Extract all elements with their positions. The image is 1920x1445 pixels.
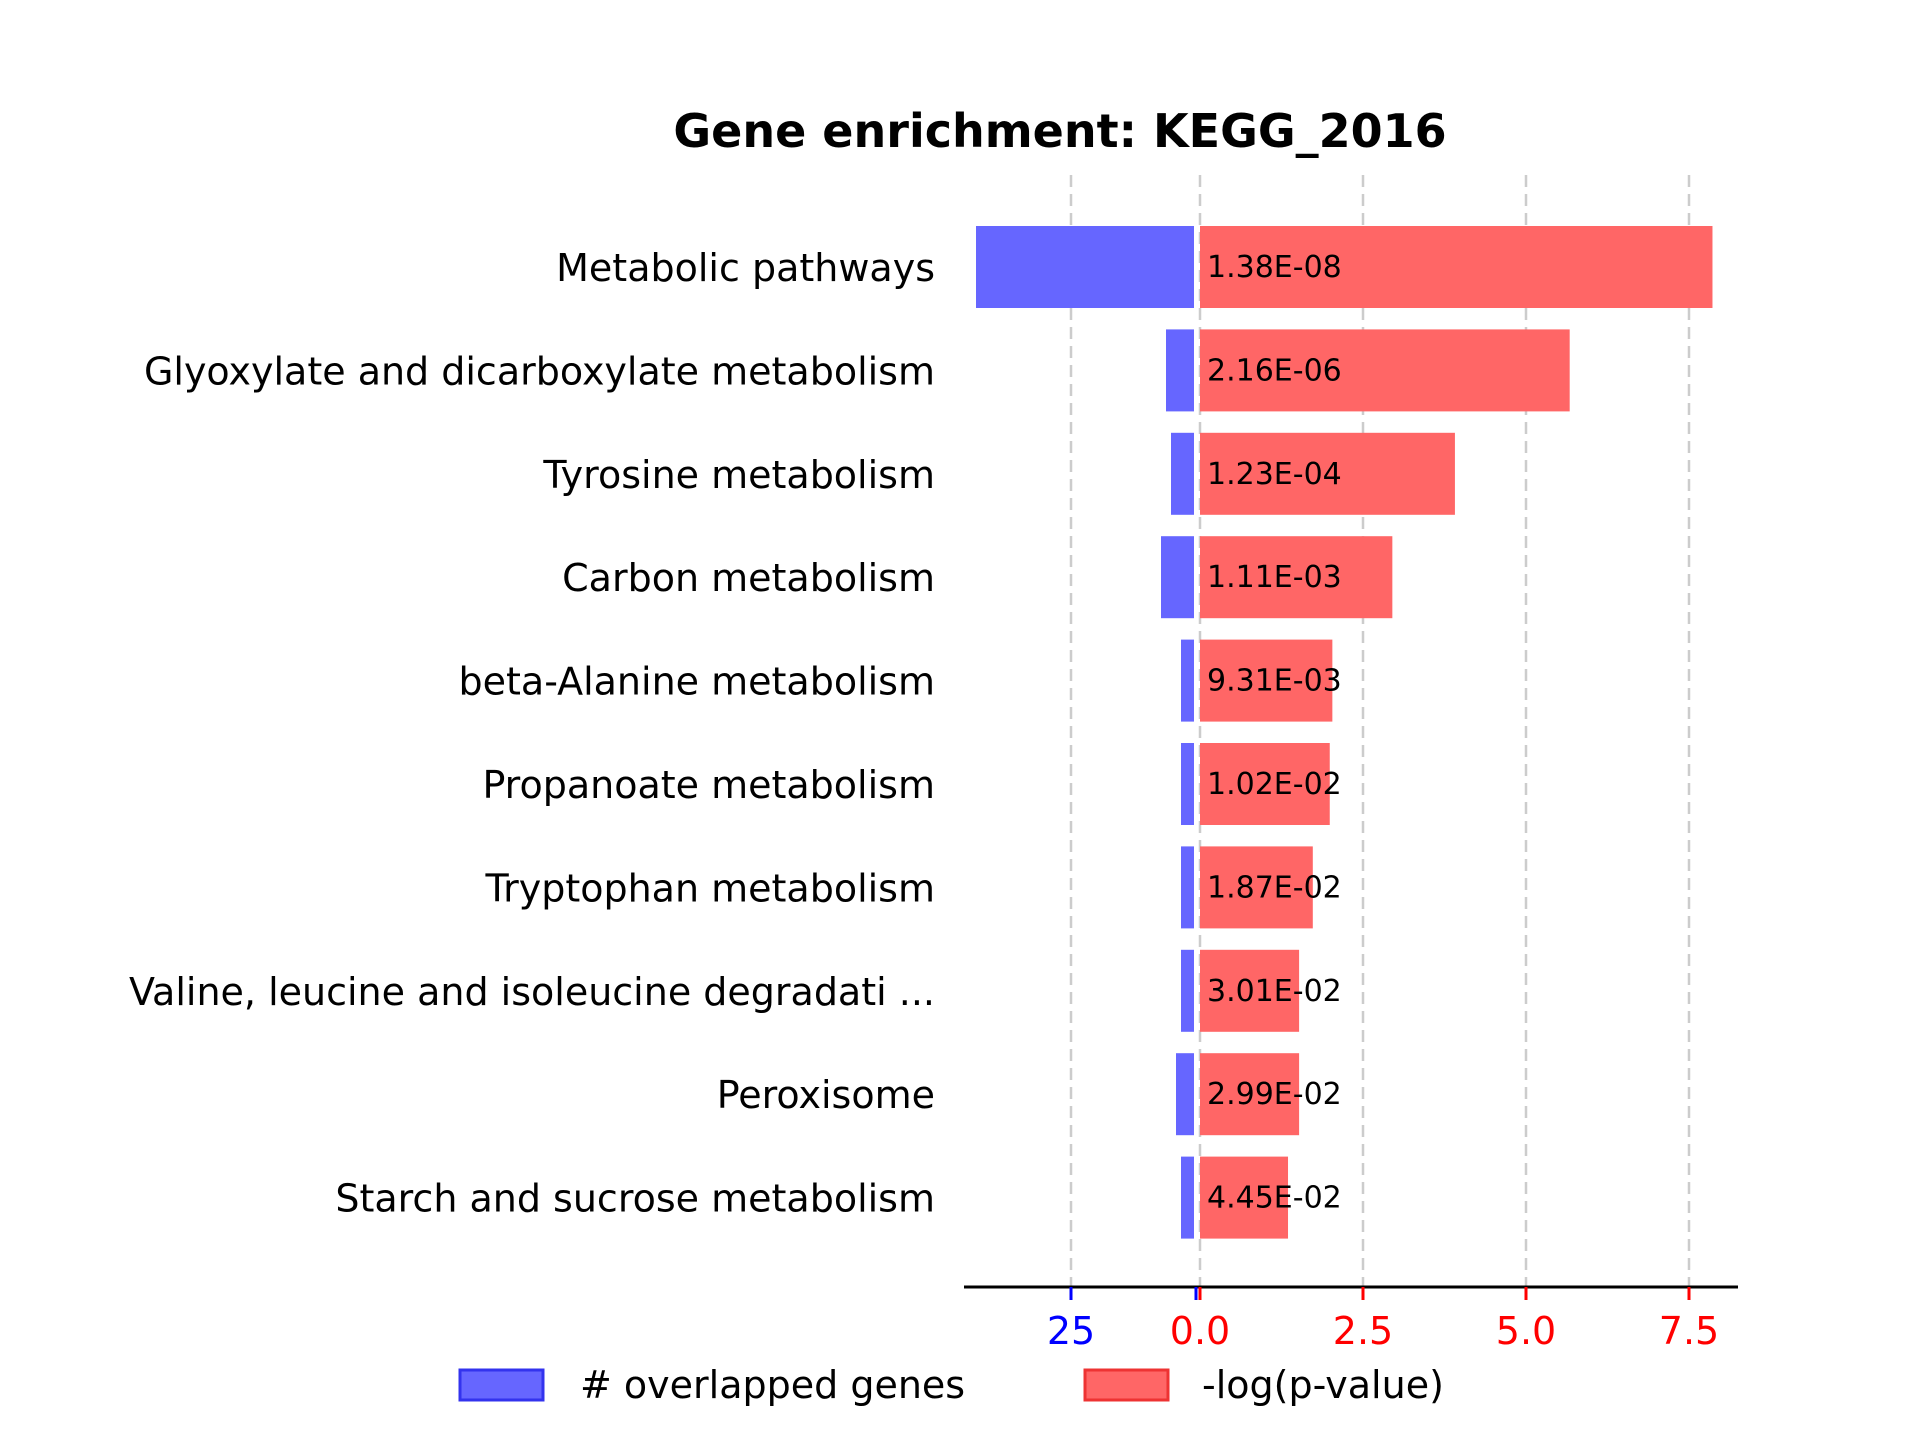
pvalue-label-6: 1.87E-02 xyxy=(1207,870,1342,905)
bar-genes-2 xyxy=(1171,432,1196,515)
bar-genes-8 xyxy=(1176,1053,1196,1136)
bar-logp-1 xyxy=(1200,329,1570,412)
bar-logp-4 xyxy=(1200,639,1333,722)
bar-genes-5 xyxy=(1181,743,1196,825)
chart-title: Gene enrichment: KEGG_2016 xyxy=(673,104,1446,158)
bar-genes-6 xyxy=(1181,846,1196,929)
category-label-5: Propanoate metabolism xyxy=(482,763,935,807)
category-label-2: Tyrosine metabolism xyxy=(542,453,935,497)
tick-label-left-0: 25 xyxy=(1047,1309,1095,1353)
legend-label-1: -log(p-value) xyxy=(1202,1363,1444,1407)
legend: # overlapped genes -log(p-value) xyxy=(458,1363,1444,1407)
bar-genes-7 xyxy=(1181,949,1196,1032)
bar-logp-9 xyxy=(1200,1156,1289,1239)
bar-layer xyxy=(976,175,1713,1287)
category-label-6: Tryptophan metabolism xyxy=(484,866,935,910)
bar-logp-6 xyxy=(1200,846,1313,929)
bar-genes-4 xyxy=(1181,639,1196,722)
tick-label-right-0: 0.0 xyxy=(1170,1309,1230,1353)
legend-swatch-1 xyxy=(1083,1368,1170,1402)
pvalue-label-2: 1.23E-04 xyxy=(1207,457,1342,492)
category-label-0: Metabolic pathways xyxy=(556,246,935,290)
pvalue-label-5: 1.02E-02 xyxy=(1207,767,1342,802)
bar-logp-8 xyxy=(1200,1053,1300,1136)
legend-label-0: # overlapped genes xyxy=(580,1363,965,1407)
axis-layer: 25 0.0 2.5 5.0 7.5 xyxy=(964,1285,1738,1353)
bar-genes-3 xyxy=(1161,536,1196,619)
bar-logp-2 xyxy=(1200,432,1455,515)
bar-logp-7 xyxy=(1200,949,1300,1032)
pvalue-label-0: 1.38E-08 xyxy=(1207,250,1342,285)
label-layer: Metabolic pathways 1.38E-08 Glyoxylate and… xyxy=(129,246,1342,1221)
category-label-1: Glyoxylate and dicarboxylate metabolism xyxy=(144,349,935,393)
bar-logp-5 xyxy=(1200,743,1330,825)
pvalue-label-7: 3.01E-02 xyxy=(1207,974,1342,1009)
legend-swatch-0 xyxy=(458,1368,545,1402)
category-label-8: Peroxisome xyxy=(717,1073,935,1117)
category-label-4: beta-Alanine metabolism xyxy=(459,660,935,704)
bar-genes-1 xyxy=(1166,329,1196,412)
pvalue-label-9: 4.45E-02 xyxy=(1207,1181,1342,1216)
tick-label-right-1: 2.5 xyxy=(1333,1309,1393,1353)
pvalue-label-1: 2.16E-06 xyxy=(1207,353,1342,388)
category-label-7: Valine, leucine and isoleucine degradati… xyxy=(129,970,935,1014)
pvalue-label-4: 9.31E-03 xyxy=(1207,664,1342,699)
tick-label-right-3: 7.5 xyxy=(1659,1309,1719,1353)
bar-genes-0 xyxy=(976,226,1196,308)
pvalue-label-3: 1.11E-03 xyxy=(1207,560,1342,595)
bar-logp-0 xyxy=(1200,226,1713,308)
category-label-3: Carbon metabolism xyxy=(562,556,935,600)
category-label-9: Starch and sucrose metabolism xyxy=(335,1177,935,1221)
bar-logp-3 xyxy=(1200,536,1393,619)
tick-label-right-2: 5.0 xyxy=(1496,1309,1556,1353)
bar-genes-9 xyxy=(1181,1156,1196,1239)
pvalue-label-8: 2.99E-02 xyxy=(1207,1077,1342,1112)
